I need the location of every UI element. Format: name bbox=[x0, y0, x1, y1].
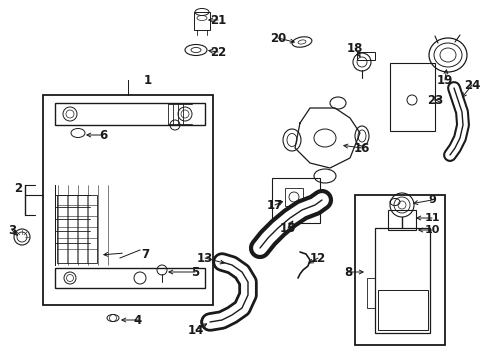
Text: 10: 10 bbox=[424, 225, 439, 235]
Text: 20: 20 bbox=[269, 32, 285, 45]
Bar bbox=[271, 178, 319, 223]
Bar bbox=[57, 195, 97, 263]
Text: 3: 3 bbox=[8, 224, 16, 237]
Text: 23: 23 bbox=[426, 94, 442, 107]
Text: 12: 12 bbox=[309, 252, 325, 265]
Text: 6: 6 bbox=[99, 129, 107, 141]
Text: 24: 24 bbox=[463, 78, 479, 91]
Bar bbox=[374, 228, 429, 333]
Text: 21: 21 bbox=[209, 14, 225, 27]
Text: 5: 5 bbox=[190, 266, 199, 279]
Bar bbox=[377, 290, 427, 330]
Bar bbox=[285, 188, 303, 206]
Bar bbox=[43, 95, 213, 305]
Bar bbox=[389, 63, 434, 131]
Text: 2: 2 bbox=[14, 181, 22, 194]
Text: 8: 8 bbox=[343, 266, 351, 279]
Bar bbox=[55, 268, 204, 288]
Text: 13: 13 bbox=[197, 252, 213, 265]
Bar bbox=[387, 210, 415, 230]
Text: 14: 14 bbox=[187, 324, 204, 337]
Text: 15: 15 bbox=[279, 221, 296, 234]
Text: 22: 22 bbox=[209, 45, 225, 59]
Text: 16: 16 bbox=[353, 141, 369, 154]
Bar bbox=[354, 195, 444, 345]
Text: 9: 9 bbox=[427, 195, 435, 205]
Text: 4: 4 bbox=[134, 314, 142, 327]
Text: 11: 11 bbox=[424, 213, 439, 223]
Bar bbox=[55, 103, 204, 125]
Bar bbox=[194, 12, 209, 30]
Text: 18: 18 bbox=[346, 41, 363, 54]
Text: 17: 17 bbox=[266, 198, 283, 212]
Text: 7: 7 bbox=[141, 248, 149, 261]
Bar bbox=[356, 52, 374, 60]
Text: 19: 19 bbox=[436, 73, 452, 86]
Bar bbox=[366, 278, 374, 308]
Text: 1: 1 bbox=[143, 73, 152, 86]
